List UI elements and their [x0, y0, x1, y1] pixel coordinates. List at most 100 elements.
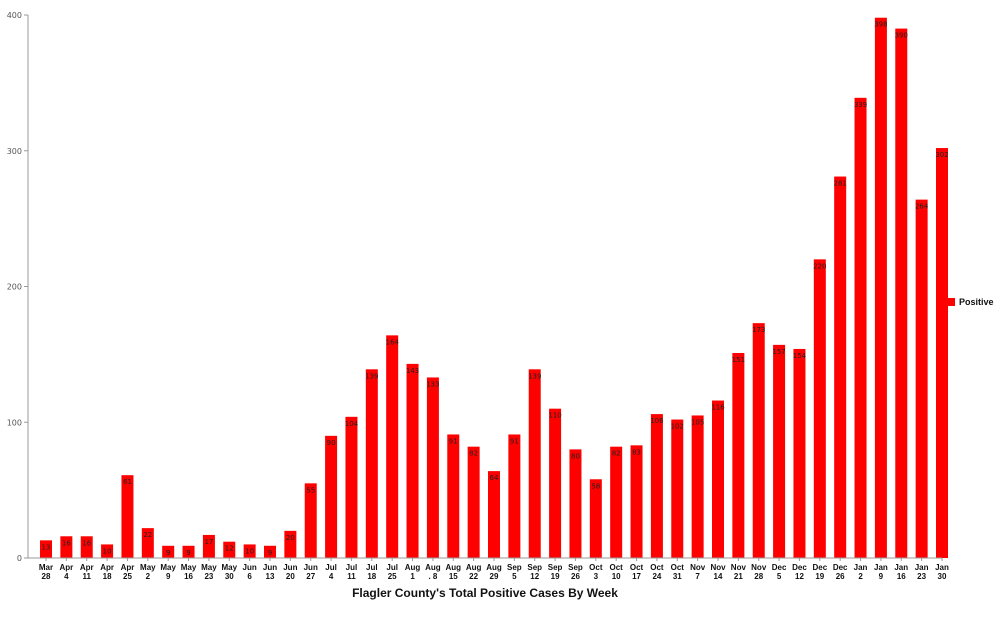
x-tick-label-month: Jul [325, 563, 337, 572]
bar [60, 536, 73, 558]
x-tick-label-month: Nov [710, 563, 726, 572]
x-tick-label-month: Oct [630, 563, 644, 572]
bar-group: 143 [406, 363, 419, 558]
x-tick-label-month: Aug [466, 563, 482, 572]
x-tick-label-month: Oct [671, 563, 685, 572]
x-tick-label-month: May [221, 563, 237, 572]
bar-value-label: 58 [591, 482, 600, 490]
x-tick-label-day: 28 [42, 572, 51, 581]
bar [345, 416, 358, 558]
y-tick-label: 200 [7, 283, 22, 292]
bar-value-label: 20 [286, 534, 295, 542]
x-tick-label-month: Sep [507, 563, 522, 572]
bar-value-label: 102 [671, 423, 684, 431]
bar-group: 9 [264, 545, 276, 558]
x-tick-label-day: 11 [82, 572, 91, 581]
bar-value-label: 91 [449, 437, 458, 445]
x-tick-label-month: Nov [690, 563, 706, 572]
bar-value-label: 339 [854, 101, 867, 109]
bar-value-label: 139 [528, 372, 541, 380]
bar-group: 61 [121, 475, 134, 558]
bar-group: 12 [223, 541, 236, 558]
bar-value-label: 61 [123, 478, 132, 486]
legend-swatch [947, 298, 955, 306]
bar [243, 544, 256, 558]
x-tick-label-day: 18 [103, 572, 112, 581]
bar-value-label: 9 [166, 549, 170, 557]
bar-value-label: 16 [62, 539, 71, 547]
bar-value-label: 13 [42, 543, 51, 551]
x-tick-label-day: 19 [551, 572, 560, 581]
bar-value-label: 143 [406, 367, 419, 375]
bar-value-label: 12 [225, 545, 234, 553]
bar-value-label: 302 [935, 151, 948, 159]
bar [712, 400, 724, 558]
y-tick-label: 100 [7, 418, 22, 427]
bar [610, 446, 623, 558]
bar-group: 82 [467, 446, 480, 558]
x-tick-label-month: Nov [731, 563, 747, 572]
bar-group: 90 [325, 435, 338, 558]
bar [589, 479, 602, 558]
bar-group: 133 [426, 377, 440, 558]
x-tick-label-month: Jan [854, 563, 868, 572]
x-tick-label-month: Oct [650, 563, 664, 572]
x-axis: Mar28Apr4Apr11Apr18Apr25May2May9May16May… [28, 557, 949, 581]
x-tick-label-month: Jul [346, 563, 358, 572]
x-tick-label-day: 12 [530, 572, 539, 581]
bar-group: 173 [752, 323, 765, 558]
x-tick-label-day: 22 [469, 572, 478, 581]
bar-value-label: 16 [82, 539, 91, 547]
bar [406, 363, 419, 558]
bar-value-label: 83 [632, 448, 641, 456]
x-tick-label-day: 31 [673, 572, 682, 581]
bar [528, 369, 541, 558]
bar-value-label: 151 [732, 356, 745, 364]
bar [426, 377, 439, 558]
x-tick-label-day: 19 [815, 572, 824, 581]
x-tick-label-day: 18 [367, 572, 376, 581]
bar [752, 323, 765, 558]
bar [915, 199, 928, 558]
x-tick-label-day: 5 [512, 572, 517, 581]
bar-group: 9 [182, 545, 195, 558]
bar-group: 10 [243, 544, 256, 558]
x-tick-label-month: Aug [445, 563, 461, 572]
bar-group: 16 [80, 536, 93, 558]
bar-group: 339 [854, 97, 867, 559]
x-tick-label-day: 29 [490, 572, 499, 581]
x-tick-label-day: 10 [612, 572, 621, 581]
bar [569, 449, 582, 558]
x-tick-label-day: 25 [123, 572, 132, 581]
x-tick-label-month: Aug [405, 563, 421, 572]
bar-group: 9 [162, 545, 175, 558]
bar-group: 139 [365, 369, 379, 558]
bar-group: 20 [284, 530, 297, 558]
bar-group: 10 [101, 544, 114, 558]
x-tick-label-month: Sep [568, 563, 583, 572]
chart-title: Flagler County's Total Positive Cases By… [352, 586, 618, 600]
bar [80, 536, 93, 558]
x-tick-label-month: Dec [833, 563, 848, 572]
x-tick-label-day: 24 [652, 572, 661, 581]
x-tick-label-month: Apr [121, 563, 135, 572]
bar-group: 55 [304, 483, 317, 558]
x-tick-label-month: Apr [59, 563, 73, 572]
x-tick-label-month: Oct [610, 563, 624, 572]
bar-group: 390 [895, 28, 908, 558]
x-tick-label-day: 12 [795, 572, 804, 581]
bar-value-label: 10 [245, 547, 254, 555]
bar-value-label: 10 [103, 547, 112, 555]
x-tick-label-day: 14 [714, 572, 723, 581]
bar-group: 220 [813, 259, 827, 558]
bar-value-label: 22 [143, 531, 152, 539]
bar-group: 157 [772, 344, 786, 558]
bar [630, 445, 643, 558]
x-tick-label-month: Sep [548, 563, 563, 572]
x-tick-label-month: May [181, 563, 197, 572]
bar-group: 110 [548, 408, 562, 558]
x-tick-label-month: Apr [80, 563, 94, 572]
bar-value-label: 90 [327, 439, 336, 447]
x-tick-label-day: 23 [917, 572, 926, 581]
x-tick-label-day: 13 [266, 572, 275, 581]
